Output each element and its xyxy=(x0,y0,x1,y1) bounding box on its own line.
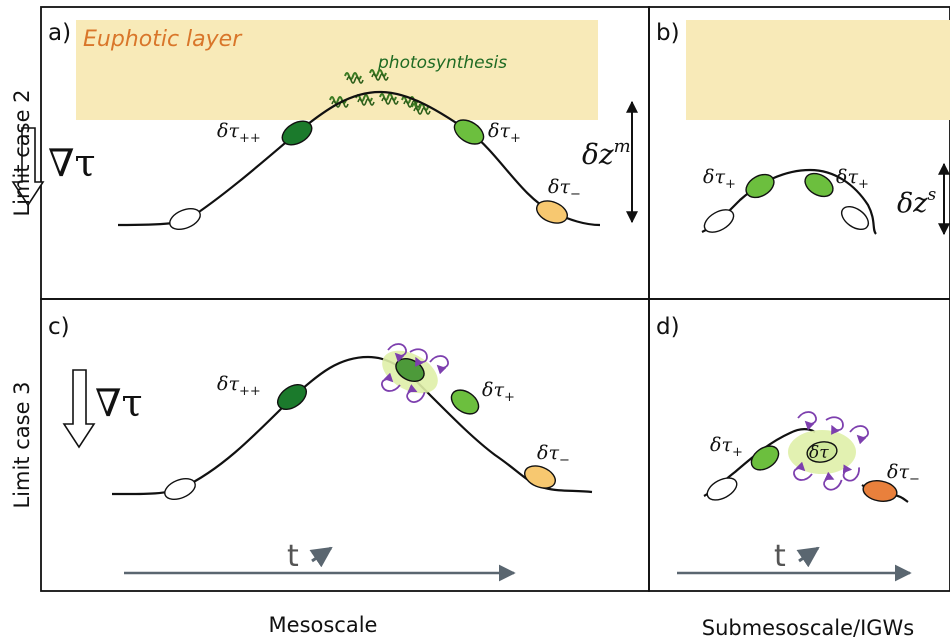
column-label-left: Mesoscale xyxy=(269,613,378,637)
photosynthesis-label: photosynthesis xyxy=(377,53,507,73)
panel-letter-d: d) xyxy=(656,314,680,340)
tau-label-a-low: δτ− xyxy=(548,176,581,202)
row-label-bottom: Limit case 3 xyxy=(10,381,34,508)
tau-label-a-left: δτ++ xyxy=(217,120,261,146)
depth-label-b: δzs xyxy=(897,185,936,219)
gradient-arrow-c xyxy=(62,369,96,449)
water-parcel-mixing-d xyxy=(806,441,838,463)
tau-label-d-left: δτ+ xyxy=(710,434,743,460)
tau-label-c-right: δτ+ xyxy=(482,379,515,405)
panel-frame-d xyxy=(648,298,950,592)
tau-label-d-center: δτ xyxy=(809,443,829,463)
water-parcel-white-a xyxy=(169,208,201,230)
water-parcel-green-d xyxy=(750,445,780,471)
depth-label-a: δzm xyxy=(582,136,631,171)
tau-label-c-low: δτ− xyxy=(537,442,570,468)
water-parcel-orange-a xyxy=(535,200,569,224)
water-parcel-white-c xyxy=(164,478,196,500)
gradient-label-c: ∇τ xyxy=(95,381,143,425)
tau-label-b-left: δτ+ xyxy=(703,166,736,192)
panel-letter-a: a) xyxy=(48,20,71,46)
water-parcel-green-b-left xyxy=(745,173,775,199)
time-label-d: t xyxy=(774,539,786,574)
tau-label-c-left: δτ++ xyxy=(217,373,261,399)
water-parcel-green-c xyxy=(450,389,480,415)
gradient-label-a: ∇τ xyxy=(48,141,96,185)
time-label-c: t xyxy=(287,539,299,574)
panel-letter-c: c) xyxy=(48,314,70,340)
water-parcel-orange-c xyxy=(523,465,557,489)
tau-label-a-right: δτ+ xyxy=(488,120,521,146)
water-parcel-darkgreen-c xyxy=(276,383,308,411)
euphotic-layer-label: Euphotic layer xyxy=(83,27,243,52)
panel-letter-b: b) xyxy=(656,20,680,46)
trajectory-curve-c xyxy=(111,355,593,496)
euphotic-layer-b xyxy=(686,20,950,120)
water-parcel-green-b-right xyxy=(804,172,834,198)
tau-label-b-right: δτ+ xyxy=(836,166,869,192)
water-parcel-white-b-left xyxy=(703,209,735,233)
column-label-right: Submesoscale/IGWs xyxy=(702,616,915,640)
water-parcel-white-b-right xyxy=(840,205,870,231)
tau-label-d-right: δτ− xyxy=(887,461,920,487)
water-parcel-orange-d xyxy=(862,480,898,502)
water-parcel-white-d xyxy=(706,477,738,501)
time-direction-arrow-c xyxy=(309,546,333,568)
row-label-top: Limit case 2 xyxy=(10,89,34,216)
water-parcel-mixing-c xyxy=(395,358,425,382)
water-parcel-green-a xyxy=(453,119,485,145)
water-parcel-darkgreen-a xyxy=(281,120,313,146)
gradient-arrow-a xyxy=(11,127,45,207)
time-direction-arrow-d xyxy=(796,546,820,568)
